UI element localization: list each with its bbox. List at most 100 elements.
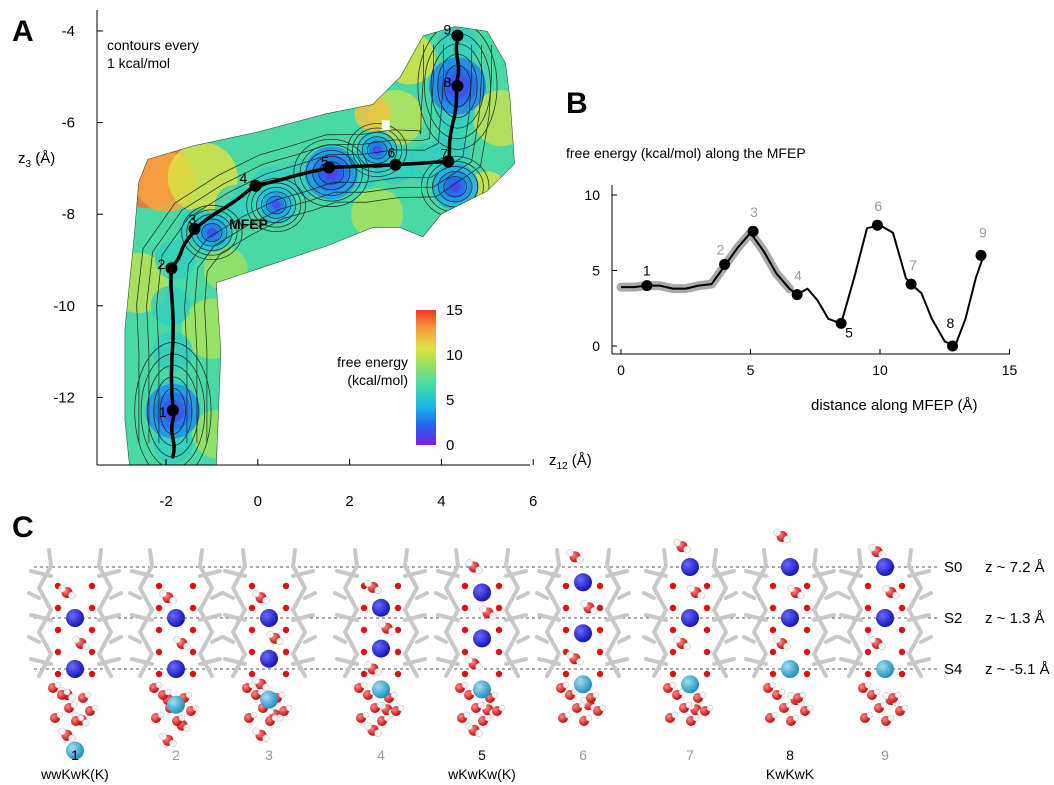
- colorbar-tick-label: 0: [446, 437, 454, 454]
- ion-dark: [372, 639, 390, 658]
- profile-point-4: [791, 289, 803, 301]
- mfep-point-label-8: 8: [443, 74, 451, 90]
- ion-light: [372, 680, 390, 699]
- structure-state-3: 3: [221, 548, 317, 763]
- colorbar-tick-label: 15: [446, 302, 463, 319]
- state-number: 3: [265, 747, 273, 763]
- ion-dark: [372, 598, 390, 617]
- panel-b-letter: B: [566, 87, 588, 120]
- structure-state-5: 5 wKwKw(K): [434, 548, 530, 782]
- profile-point-label-1: 1: [643, 263, 651, 279]
- site-z: z ~ 7.2 Å: [985, 559, 1045, 576]
- profile-points: 1 2 3 4 5 6 7 8 9: [641, 198, 987, 352]
- a-ylabel: z3 (Å): [18, 150, 55, 170]
- a-xtick-label: 6: [529, 493, 537, 510]
- a-xtick-label: 2: [345, 493, 353, 510]
- a-ytick-label: -6: [62, 115, 75, 132]
- colorbar: [416, 310, 436, 445]
- profile-line: [621, 224, 985, 347]
- mfep-point-label-4: 4: [240, 170, 248, 186]
- ion-light: [781, 660, 799, 678]
- ion-light: [681, 675, 699, 694]
- panel-c-structures: S0 z ~ 7.2 Å S2 z ~ 1.3 Å S4 z ~ -5.1 Å 1 wwKwK…: [27, 528, 1050, 782]
- state-number: 9: [881, 747, 889, 763]
- ion-dark: [876, 558, 894, 576]
- mfep-label: MFEP: [229, 216, 268, 232]
- ion-light: [876, 660, 894, 678]
- colorbar-label-line2: (kcal/mol): [347, 372, 408, 388]
- b-ytick-label: 10: [584, 187, 600, 203]
- profile-point-6: [871, 219, 883, 231]
- mfep-point-4: [249, 179, 262, 192]
- ion-dark: [167, 609, 185, 627]
- a-xlabel: z12 (Å): [549, 452, 592, 472]
- profile-point-label-7: 7: [909, 257, 917, 273]
- colorbar-label-line1: free energy: [337, 354, 408, 370]
- profile-point-8: [947, 340, 959, 352]
- mfep-point-7: [442, 155, 455, 168]
- profile-point-9: [975, 249, 987, 261]
- state-name: KwKwK: [766, 766, 815, 782]
- profile-point-label-6: 6: [874, 198, 882, 214]
- mfep-point-6: [389, 158, 402, 171]
- profile-point-2: [719, 258, 731, 270]
- mfep-point-label-1: 1: [159, 404, 167, 420]
- panel-c-letter: C: [12, 511, 34, 544]
- site-z: z ~ -5.1 Å: [985, 661, 1050, 678]
- b-xtick-label: 15: [1002, 362, 1018, 378]
- mfep-path: [169, 33, 461, 459]
- structure-state-6: 6: [535, 548, 631, 763]
- panel-a-free-energy-map: 1 2 3 4 5 6 7 8 9 -2 0 2 4 6 -4 -6 -8 -10 -12 contours e…: [18, 10, 592, 510]
- site-name: S2: [944, 610, 962, 627]
- b-ytick-label: 5: [592, 263, 600, 279]
- structure-state-1: 1 wwKwK(K): [27, 548, 123, 782]
- ion-dark: [260, 649, 278, 668]
- ion-dark: [681, 558, 699, 576]
- state-number: 2: [172, 747, 180, 763]
- ion-dark: [167, 660, 185, 678]
- site-z: z ~ 1.3 Å: [985, 610, 1045, 627]
- state-number: 7: [686, 747, 694, 763]
- profile-point-label-9: 9: [979, 224, 987, 240]
- state-number: 1: [71, 747, 79, 763]
- profile-point-5: [835, 317, 847, 329]
- b-xtick-label: 10: [872, 362, 888, 378]
- a-ytick-label: -12: [53, 389, 75, 406]
- free-energy-heatmap: [124, 26, 515, 465]
- b-title: free energy (kcal/mol) along the MFEP: [566, 145, 806, 161]
- ion-dark: [781, 558, 799, 576]
- ion-dark: [473, 629, 491, 648]
- a-ytick-label: -10: [53, 298, 75, 315]
- b-xlabel: distance along MFEP (Å): [811, 397, 977, 414]
- ion-dark: [66, 609, 84, 627]
- ion-dark: [260, 609, 278, 627]
- ion-light: [66, 741, 84, 760]
- ion-light: [574, 675, 592, 694]
- state-number: 8: [786, 747, 794, 763]
- state-name: wKwKw(K): [447, 766, 516, 782]
- a-xtick-label: -2: [159, 493, 172, 510]
- mfep-point-label-7: 7: [440, 146, 448, 162]
- ion-dark: [574, 573, 592, 592]
- mfep-point-5: [322, 161, 335, 174]
- state-number: 4: [377, 747, 385, 763]
- a-annotation-line2: 1 kcal/mol: [107, 55, 170, 71]
- colorbar-tick-label: 10: [446, 347, 463, 364]
- a-xtick-label: 4: [437, 493, 445, 510]
- structure-state-7: 7: [642, 538, 738, 763]
- ion-dark: [473, 583, 491, 602]
- profile-point-3: [747, 225, 759, 237]
- b-xtick-label: 0: [617, 362, 625, 378]
- colorbar-ticks: 15 10 5 0: [446, 302, 463, 454]
- structure-state-8: 8 KwKwK: [742, 528, 838, 782]
- a-ytick-label: -8: [62, 206, 75, 223]
- profile-point-label-5: 5: [845, 324, 853, 340]
- mfep-point-label-6: 6: [388, 145, 396, 161]
- mfep-point-9: [451, 29, 464, 42]
- panel-b-free-energy-profile: free energy (kcal/mol) along the MFEP 0 5…: [566, 145, 1017, 414]
- ion-light: [167, 695, 185, 714]
- structure-state-9: 9: [837, 543, 933, 763]
- state-number: 6: [579, 747, 587, 763]
